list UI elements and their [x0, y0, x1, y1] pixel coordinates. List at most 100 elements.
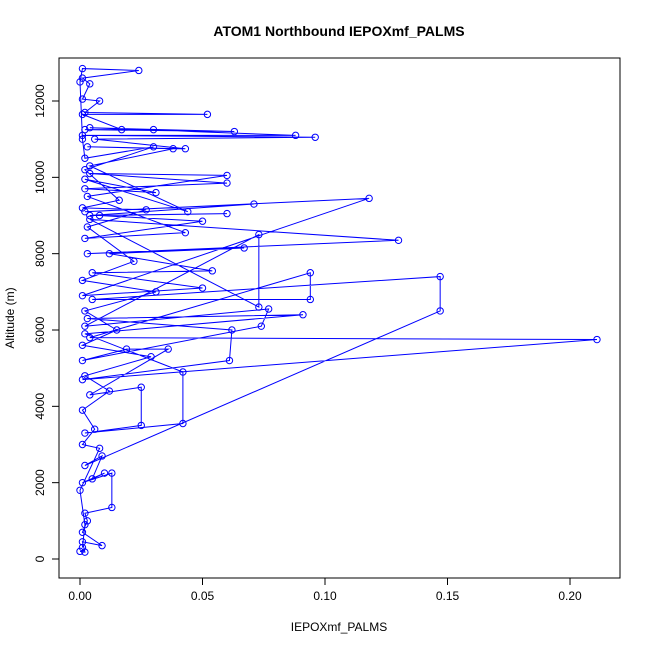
data-point — [365, 194, 373, 203]
data-point — [113, 326, 121, 334]
data-point — [306, 269, 315, 277]
data-point — [81, 322, 89, 330]
data-point — [179, 368, 187, 376]
data-point — [83, 314, 92, 323]
data-point — [181, 145, 190, 153]
data-point — [78, 538, 87, 546]
data-point — [223, 179, 231, 187]
data-point — [78, 95, 87, 103]
data-point — [240, 244, 248, 252]
data-point — [88, 475, 96, 483]
data-point — [130, 257, 138, 266]
x-axis-label: IEPOXmf_PALMS — [291, 620, 387, 634]
data-point — [86, 391, 94, 399]
data-point — [311, 133, 319, 141]
data-point — [137, 421, 145, 430]
data-point — [81, 154, 89, 162]
data-point — [76, 486, 84, 494]
data-point — [78, 276, 87, 285]
data-point — [86, 80, 94, 88]
data-point — [95, 211, 104, 220]
chart-title: ATOM1 Northbound IEPOXmf_PALMS — [213, 23, 464, 39]
y-tick-label: 4000 — [33, 393, 47, 420]
y-tick-label: 6000 — [33, 316, 47, 343]
data-point — [78, 356, 87, 365]
data-point — [81, 234, 89, 243]
data-point — [78, 64, 87, 73]
data-point — [83, 223, 92, 231]
data-point — [223, 171, 231, 180]
y-tick-label: 10000 — [33, 160, 47, 194]
data-point — [255, 303, 263, 311]
data-point — [81, 207, 89, 216]
data-point — [83, 517, 92, 525]
x-tick-label: 0.05 — [191, 589, 215, 603]
y-axis-label: Altitude (m) — [3, 287, 17, 348]
data-point — [86, 211, 94, 220]
data-point — [88, 269, 96, 277]
data-point — [436, 272, 444, 281]
data-point — [230, 127, 239, 136]
data-point — [291, 131, 300, 140]
data-point — [394, 236, 403, 245]
data-point — [137, 383, 145, 391]
data-point — [223, 209, 231, 218]
data-point — [306, 295, 315, 304]
data-point — [181, 228, 190, 237]
data-point — [81, 175, 89, 183]
data-point — [117, 125, 126, 134]
x-tick-label: 0.20 — [558, 589, 582, 603]
data-point — [98, 452, 106, 460]
y-tick-label: 12000 — [33, 84, 47, 118]
data-point — [149, 143, 158, 151]
data-point — [264, 305, 273, 313]
data-point — [78, 528, 87, 536]
data-point — [81, 520, 89, 529]
data-point — [78, 375, 87, 384]
data-point — [81, 429, 89, 437]
data-point — [78, 74, 87, 82]
data-point — [90, 135, 99, 143]
data-point — [142, 206, 150, 214]
data-point — [86, 215, 94, 224]
data-point — [198, 284, 207, 292]
data-point — [86, 169, 94, 178]
data-point — [78, 204, 87, 212]
data-point — [164, 345, 172, 353]
data-point — [208, 267, 217, 275]
data-point — [95, 97, 104, 105]
data-point — [115, 196, 123, 204]
data-point — [255, 230, 263, 239]
data-point — [98, 541, 106, 550]
data-point — [78, 440, 87, 449]
data-point — [78, 406, 87, 414]
data-point — [436, 307, 444, 315]
data-point — [184, 207, 192, 216]
data-point — [105, 249, 114, 258]
data-point — [78, 135, 87, 143]
data-point — [122, 345, 131, 353]
data-point — [81, 185, 89, 193]
data-point — [228, 326, 236, 334]
data-point — [81, 461, 89, 470]
data-point — [86, 124, 94, 132]
data-point — [83, 192, 92, 201]
data-point — [83, 249, 92, 258]
data-point — [100, 469, 109, 477]
data-point — [78, 291, 87, 300]
data-point — [78, 341, 87, 349]
data-point — [81, 307, 89, 315]
data-point — [76, 547, 84, 556]
data-point — [169, 145, 177, 153]
data-point — [81, 330, 89, 338]
data-point — [83, 143, 92, 151]
data-point — [250, 200, 258, 208]
data-point — [78, 478, 87, 487]
y-tick-label: 2000 — [33, 469, 47, 496]
data-point — [203, 110, 212, 119]
data-point — [105, 387, 114, 395]
x-tick-label: 0.10 — [313, 589, 337, 603]
data-point — [149, 125, 158, 134]
data-point — [152, 188, 160, 197]
data-point — [257, 322, 266, 330]
